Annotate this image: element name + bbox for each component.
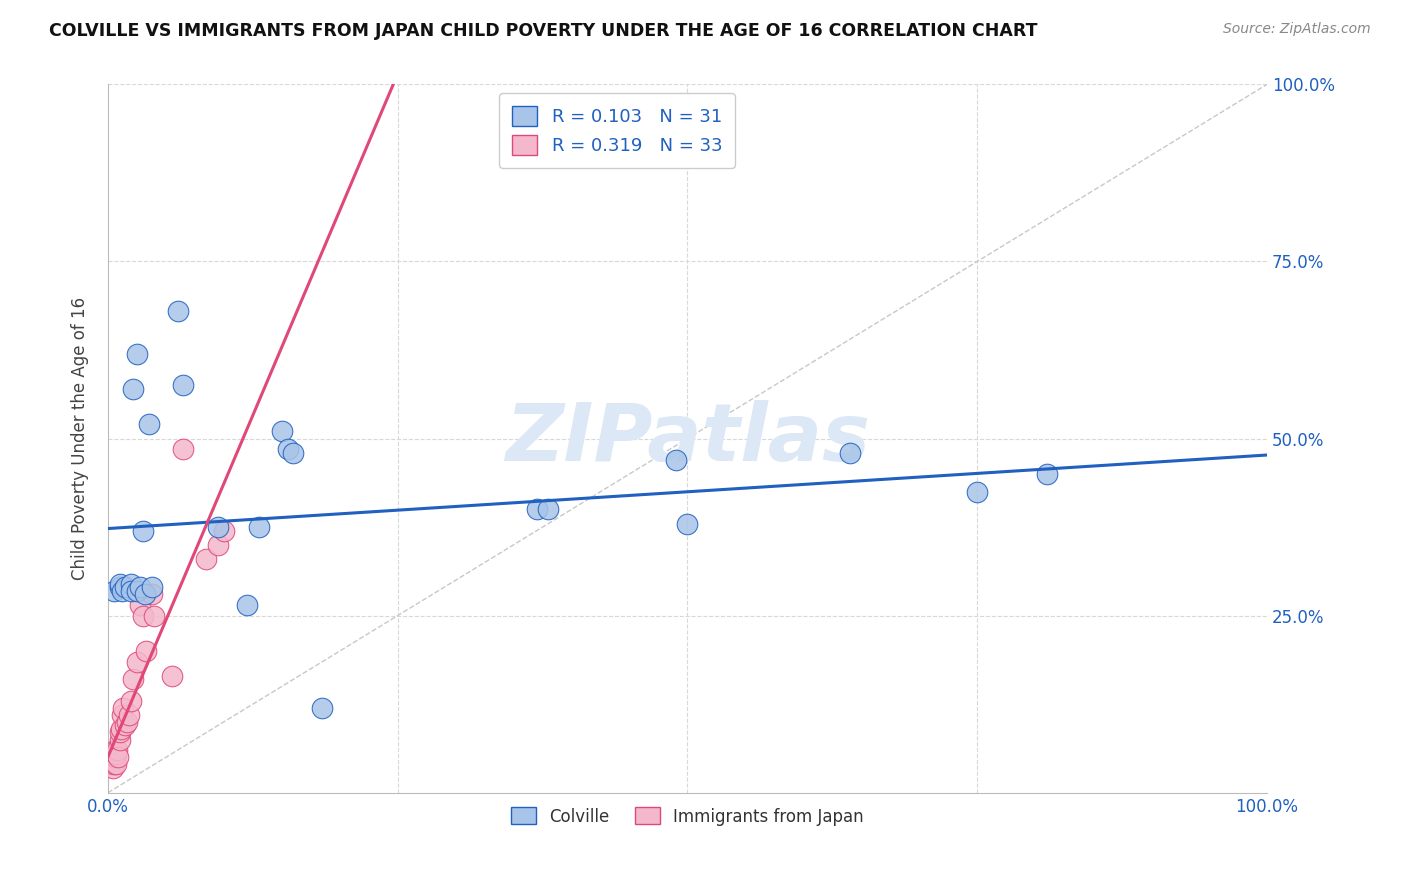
Point — [125, 346, 148, 360]
Point — [676, 516, 699, 531]
Point — [101, 761, 124, 775]
Point — [236, 598, 259, 612]
Point — [1035, 467, 1057, 481]
Point — [129, 598, 152, 612]
Point — [100, 754, 122, 768]
Point — [138, 417, 160, 432]
Point — [98, 757, 121, 772]
Point — [966, 484, 988, 499]
Point — [125, 655, 148, 669]
Point — [270, 425, 292, 439]
Point — [120, 693, 142, 707]
Point — [166, 304, 188, 318]
Point — [665, 452, 688, 467]
Point — [207, 520, 229, 534]
Point — [283, 446, 305, 460]
Point — [104, 743, 127, 757]
Point — [537, 502, 560, 516]
Point — [135, 644, 157, 658]
Point — [120, 583, 142, 598]
Point — [108, 725, 131, 739]
Point — [110, 722, 132, 736]
Y-axis label: Child Poverty Under the Age of 16: Child Poverty Under the Age of 16 — [72, 297, 89, 580]
Point — [141, 580, 163, 594]
Point — [122, 673, 145, 687]
Point — [132, 524, 155, 538]
Point — [100, 747, 122, 761]
Point — [108, 576, 131, 591]
Point — [311, 700, 333, 714]
Point — [207, 538, 229, 552]
Point — [108, 732, 131, 747]
Text: ZIPatlas: ZIPatlas — [505, 400, 870, 477]
Point — [160, 669, 183, 683]
Point — [125, 583, 148, 598]
Point — [114, 718, 136, 732]
Point — [143, 608, 166, 623]
Point — [134, 587, 156, 601]
Point — [247, 520, 270, 534]
Text: Source: ZipAtlas.com: Source: ZipAtlas.com — [1223, 22, 1371, 37]
Point — [104, 750, 127, 764]
Point — [111, 583, 134, 598]
Point — [172, 378, 194, 392]
Point — [103, 750, 125, 764]
Point — [212, 524, 235, 538]
Point — [107, 750, 129, 764]
Point — [838, 446, 860, 460]
Point — [172, 442, 194, 457]
Point — [141, 587, 163, 601]
Point — [114, 580, 136, 594]
Point — [105, 747, 128, 761]
Point — [120, 576, 142, 591]
Point — [195, 552, 218, 566]
Point — [277, 442, 299, 457]
Point — [526, 502, 548, 516]
Point — [108, 580, 131, 594]
Point — [111, 707, 134, 722]
Point — [105, 743, 128, 757]
Point — [132, 608, 155, 623]
Point — [122, 382, 145, 396]
Point — [112, 700, 135, 714]
Point — [118, 707, 141, 722]
Text: COLVILLE VS IMMIGRANTS FROM JAPAN CHILD POVERTY UNDER THE AGE OF 16 CORRELATION : COLVILLE VS IMMIGRANTS FROM JAPAN CHILD … — [49, 22, 1038, 40]
Legend: Colville, Immigrants from Japan: Colville, Immigrants from Japan — [503, 799, 872, 834]
Point — [105, 757, 128, 772]
Point — [103, 757, 125, 772]
Point — [129, 580, 152, 594]
Point — [103, 583, 125, 598]
Point — [115, 714, 138, 729]
